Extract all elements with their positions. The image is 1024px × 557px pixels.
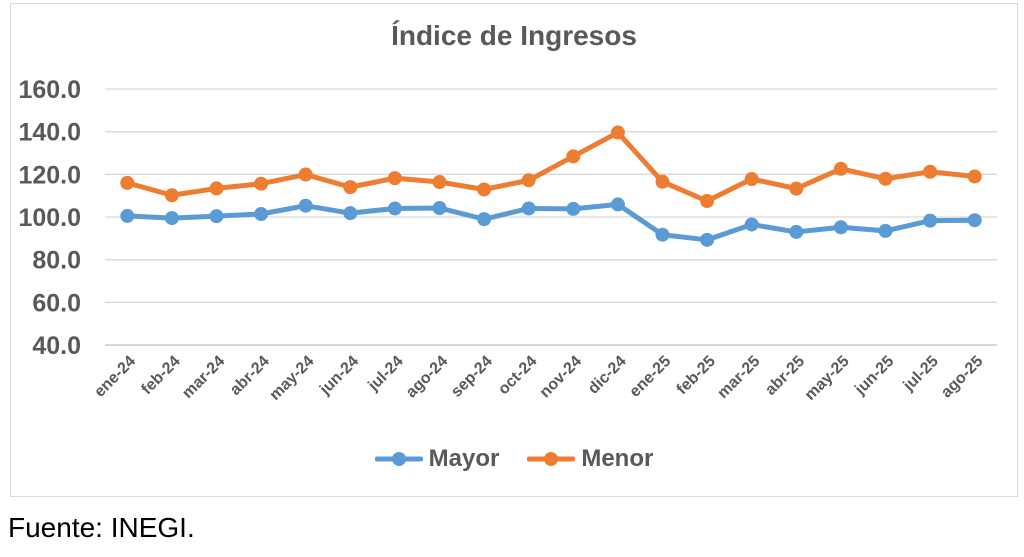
x-axis-tick-label: jun-24 [316, 353, 362, 399]
y-axis-tick-label: 60.0 [32, 289, 81, 317]
data-point-marker [744, 217, 759, 232]
x-axis-tick-label: ago-24 [403, 353, 452, 402]
x-axis-tick-label: oct-24 [495, 353, 540, 398]
data-point-marker [120, 175, 135, 190]
data-point-marker [878, 223, 893, 238]
x-axis-tick-label: nov-24 [537, 353, 586, 402]
x-axis-tick-label: may-25 [802, 353, 853, 404]
y-axis-tick-label: 140.0 [18, 119, 81, 147]
chart-frame: Índice de Ingresos 160.0 140.0 120.0 100.0 8… [10, 3, 1018, 497]
data-point-marker [432, 201, 447, 216]
data-point-marker [343, 206, 358, 221]
series-line-menor [124, 130, 978, 204]
data-point-marker [566, 149, 581, 164]
chart-title: Índice de Ingresos [391, 20, 637, 51]
data-point-marker [521, 201, 536, 216]
data-point-marker [610, 125, 625, 140]
data-point-marker [164, 211, 179, 226]
x-axis-tick-label: ene-24 [91, 353, 139, 401]
data-point-marker [164, 188, 179, 203]
y-axis-tick-label: 160.0 [18, 76, 81, 104]
data-point-marker [878, 171, 893, 186]
data-point-marker [209, 209, 224, 224]
y-axis-tick-label: 120.0 [18, 161, 81, 189]
y-axis-tick-label: 40.0 [32, 332, 81, 360]
y-axis-tick-label: 100.0 [18, 204, 81, 232]
x-axis-tick-label: dic-24 [585, 353, 630, 398]
data-point-marker [967, 169, 982, 184]
data-point-marker [655, 227, 670, 242]
data-point-marker [254, 207, 269, 222]
data-point-marker [343, 180, 358, 195]
data-point-marker [967, 213, 982, 228]
data-point-marker [833, 220, 848, 235]
x-axis-tick-label: jul-24 [364, 353, 406, 395]
menor-line-swatch-icon [527, 452, 576, 466]
data-point-marker [387, 201, 402, 216]
x-axis-tick-label: sep-24 [448, 353, 496, 401]
data-point-marker [254, 176, 269, 191]
chart-legend: Mayor Menor [11, 445, 1017, 473]
x-axis-tick-label: jun-25 [851, 353, 897, 399]
data-point-marker [610, 197, 625, 212]
x-axis-tick-label: feb-24 [138, 353, 183, 398]
x-axis-tick-label: ene-25 [626, 353, 674, 401]
legend-label-mayor: Mayor [428, 445, 500, 472]
data-point-marker [521, 173, 536, 188]
legend-item-mayor: Mayor [374, 445, 500, 473]
data-point-marker [477, 212, 492, 227]
data-point-marker [298, 167, 313, 182]
x-axis-tick-label: jul-25 [900, 353, 942, 395]
data-point-marker [789, 181, 804, 196]
mayor-line-swatch-icon [374, 452, 423, 466]
data-point-marker [566, 201, 581, 216]
x-axis-tick-label: mar-25 [714, 353, 763, 402]
x-axis-tick-label: feb-25 [674, 353, 719, 398]
data-point-marker [923, 213, 938, 228]
x-axis-tick-label: mar-24 [179, 353, 228, 402]
x-axis-tick-label: ago-25 [938, 353, 987, 402]
legend-item-menor: Menor [527, 445, 653, 473]
data-point-marker [432, 175, 447, 190]
data-point-marker [833, 161, 848, 176]
y-axis-tick-label: 80.0 [32, 247, 81, 275]
x-axis-tick-label: may-24 [267, 353, 318, 404]
data-point-marker [298, 198, 313, 213]
data-point-marker [120, 208, 135, 223]
data-point-marker [477, 182, 492, 197]
data-point-marker [387, 171, 402, 186]
data-point-marker [655, 174, 670, 189]
data-point-marker [700, 194, 715, 208]
data-point-marker [209, 181, 224, 196]
data-point-marker [744, 172, 759, 187]
series-line-mayor [124, 201, 978, 243]
legend-label-menor: Menor [581, 445, 654, 472]
data-point-marker [923, 164, 938, 179]
source-note: Fuente: INEGI. [8, 512, 195, 543]
data-point-marker [789, 224, 804, 239]
data-point-marker [700, 232, 715, 247]
